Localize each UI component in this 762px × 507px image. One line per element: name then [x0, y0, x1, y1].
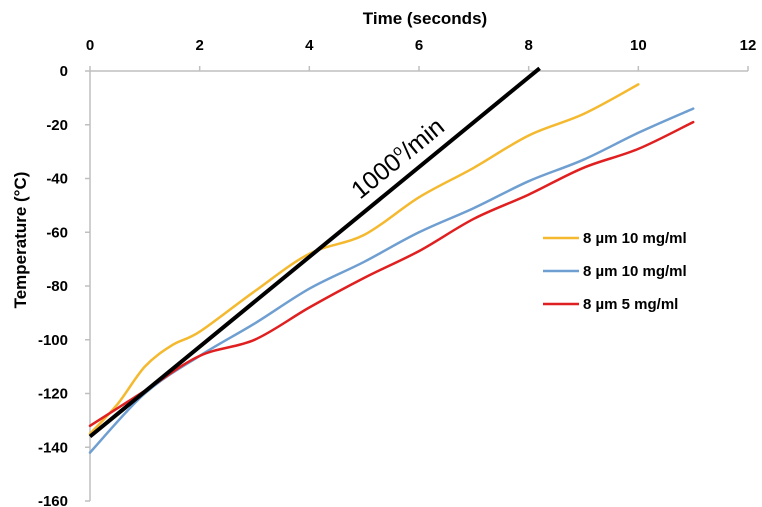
x-axis-title: Time (seconds) [363, 9, 487, 28]
legend: 8 µm 10 mg/ml 8 µm 10 mg/ml 8 µm 5 mg/ml [543, 230, 687, 313]
x-tick-label: 12 [740, 37, 757, 54]
y-tick-label: -80 [46, 278, 68, 295]
reference-line-1000-per-min [88, 66, 541, 439]
y-tick-label: -140 [38, 439, 68, 456]
x-tick-label: 6 [415, 37, 423, 54]
legend-label-1: 8 µm 10 mg/ml [583, 230, 687, 247]
x-tick-label: 2 [195, 37, 203, 54]
y-tick-label: 0 [60, 63, 68, 80]
x-ticks: 0 2 4 6 8 10 12 [86, 37, 757, 71]
y-tick-label: -60 [46, 224, 68, 241]
series-layer [88, 83, 695, 454]
y-tick-label: -40 [46, 171, 68, 188]
series-line-1 [88, 83, 640, 436]
y-tick-label: -100 [38, 332, 68, 349]
x-tick-label: 8 [524, 37, 532, 54]
legend-label-2: 8 µm 10 mg/ml [583, 263, 687, 280]
legend-label-3: 8 µm 5 mg/ml [583, 296, 678, 313]
x-tick-label: 0 [86, 37, 94, 54]
x-tick-label: 10 [630, 37, 647, 54]
y-axis-title: Temperature (°C) [11, 172, 30, 309]
y-tick-label: -120 [38, 386, 68, 403]
x-tick-label: 4 [305, 37, 314, 54]
y-tick-label: -160 [38, 493, 68, 507]
series-line-3 [88, 120, 695, 428]
axes: 0 2 4 6 8 10 12 0 -20 -40 -60 -80 -100 -120 -140 -160 [38, 37, 756, 507]
y-tick-label: -20 [46, 117, 68, 134]
rate-annotation: 1000o/min [345, 112, 449, 205]
y-ticks: 0 -20 -40 -60 -80 -100 -120 -140 -160 [38, 63, 90, 507]
